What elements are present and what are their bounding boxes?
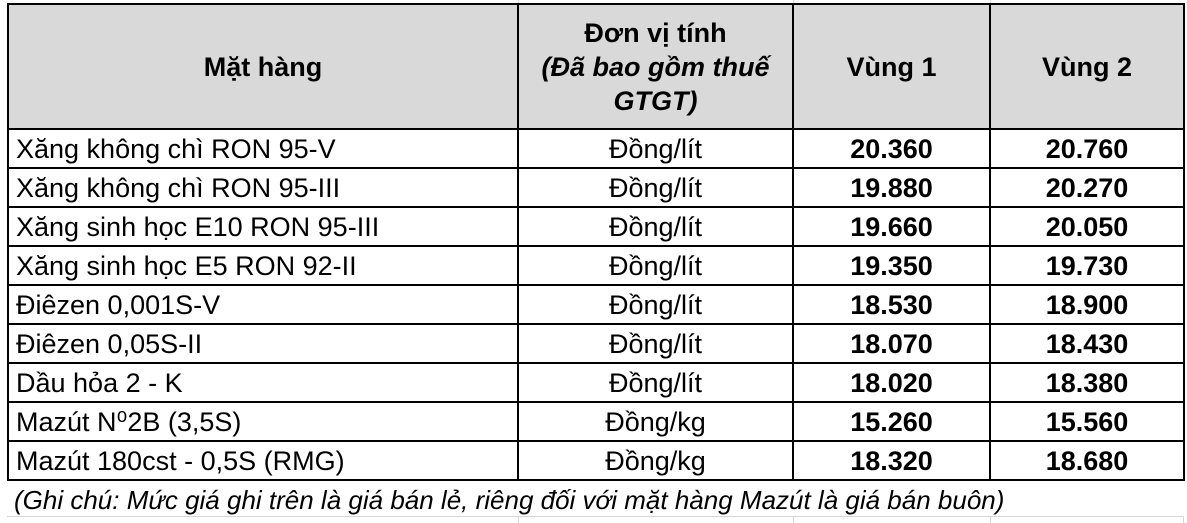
table-row: Xăng sinh học E10 RON 95-III Đồng/lít 19…	[7, 206, 1185, 247]
gridline-top-col3	[793, 0, 794, 3]
table-row: Mazút 180cst - 0,5S (RMG) Đồng/kg 18.320…	[7, 440, 1185, 481]
header-unit: Đơn vị tính (Đã bao gồm thuế GTGT)	[517, 3, 794, 130]
region2-price-cell: 18.380	[989, 362, 1185, 403]
header-product-label: Mặt hàng	[203, 51, 323, 82]
gridline-bottom-col2	[518, 516, 519, 523]
header-region2: Vùng 2	[989, 3, 1185, 130]
product-name-cell: Mazút 180cst - 0,5S (RMG)	[7, 440, 519, 481]
product-name-cell: Xăng không chì RON 95-V	[7, 128, 519, 169]
product-name-cell: Điêzen 0,001S-V	[7, 284, 519, 325]
fuel-price-table: Mặt hàng Đơn vị tính (Đã bao gồm thuế GT…	[7, 3, 1185, 481]
product-name-cell: Xăng sinh học E10 RON 95-III	[7, 206, 519, 247]
region1-price-cell: 19.880	[792, 167, 991, 208]
unit-cell: Đồng/lít	[517, 284, 794, 325]
footnote: (Ghi chú: Mức giá ghi trên là giá bán lẻ…	[14, 485, 1005, 515]
unit-cell: Đồng/lít	[517, 245, 794, 286]
region1-price-cell: 20.360	[792, 128, 991, 169]
unit-cell: Đồng/lít	[517, 323, 794, 364]
table-header-row: Mặt hàng Đơn vị tính (Đã bao gồm thuế GT…	[7, 3, 1185, 130]
product-name-cell: Xăng sinh học E5 RON 92-II	[7, 245, 519, 286]
header-unit-subtitle: (Đã bao gồm thuế GTGT)	[541, 51, 770, 116]
unit-cell: Đồng/kg	[517, 401, 794, 442]
unit-cell: Đồng/lít	[517, 167, 794, 208]
table-row: Xăng không chì RON 95-V Đồng/lít 20.360 …	[7, 128, 1185, 169]
gridline-bottom-right	[1183, 516, 1184, 523]
header-region1-label: Vùng 1	[846, 51, 937, 82]
region2-price-cell: 15.560	[989, 401, 1185, 442]
product-name-cell: Xăng không chì RON 95-III	[7, 167, 519, 208]
product-name-cell: Mazút N⁰2B (3,5S)	[7, 401, 519, 442]
region2-price-cell: 20.270	[989, 167, 1185, 208]
region2-price-cell: 18.680	[989, 440, 1185, 481]
table-row: Mazút N⁰2B (3,5S) Đồng/kg 15.260 15.560	[7, 401, 1185, 442]
region2-price-cell: 20.760	[989, 128, 1185, 169]
region2-price-cell: 20.050	[989, 206, 1185, 247]
region1-price-cell: 18.070	[792, 323, 991, 364]
header-region2-label: Vùng 2	[1041, 51, 1132, 82]
region1-price-cell: 19.350	[792, 245, 991, 286]
region2-price-cell: 18.430	[989, 323, 1185, 364]
table-row: Dầu hỏa 2 - K Đồng/lít 18.020 18.380	[7, 362, 1185, 403]
unit-cell: Đồng/lít	[517, 362, 794, 403]
gridline-top-col2	[518, 0, 519, 3]
product-name-cell: Điêzen 0,05S-II	[7, 323, 519, 364]
unit-cell: Đồng/lít	[517, 206, 794, 247]
gridline-bottom	[7, 516, 1183, 517]
header-region1: Vùng 1	[792, 3, 991, 130]
table-row: Xăng không chì RON 95-III Đồng/lít 19.88…	[7, 167, 1185, 208]
region1-price-cell: 18.530	[792, 284, 991, 325]
region1-price-cell: 19.660	[792, 206, 991, 247]
table-row: Điêzen 0,001S-V Đồng/lít 18.530 18.900	[7, 284, 1185, 325]
region1-price-cell: 15.260	[792, 401, 991, 442]
region2-price-cell: 19.730	[989, 245, 1185, 286]
gridline-bottom-col4	[990, 516, 991, 523]
region2-price-cell: 18.900	[989, 284, 1185, 325]
header-unit-title: Đơn vị tính	[584, 17, 727, 48]
region1-price-cell: 18.020	[792, 362, 991, 403]
table-row: Điêzen 0,05S-II Đồng/lít 18.070 18.430	[7, 323, 1185, 364]
unit-cell: Đồng/kg	[517, 440, 794, 481]
region1-price-cell: 18.320	[792, 440, 991, 481]
product-name-cell: Dầu hỏa 2 - K	[7, 362, 519, 403]
table-row: Xăng sinh học E5 RON 92-II Đồng/lít 19.3…	[7, 245, 1185, 286]
gridline-bottom-col3	[793, 516, 794, 523]
unit-cell: Đồng/lít	[517, 128, 794, 169]
gridline-top-col4	[990, 0, 991, 3]
header-product: Mặt hàng	[7, 3, 519, 130]
